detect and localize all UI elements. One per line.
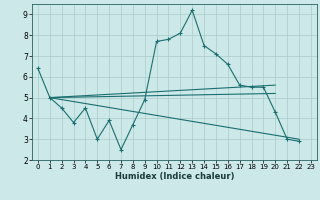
X-axis label: Humidex (Indice chaleur): Humidex (Indice chaleur) [115, 172, 234, 181]
